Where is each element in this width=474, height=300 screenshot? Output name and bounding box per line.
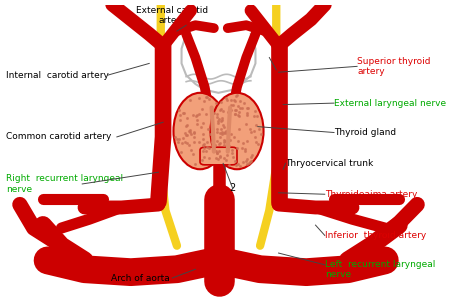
Text: 2: 2 (229, 183, 236, 194)
Ellipse shape (173, 93, 227, 169)
Text: Arch of aorta: Arch of aorta (110, 274, 169, 283)
Text: Thryocervical trunk: Thryocervical trunk (285, 159, 374, 168)
Text: Thyroid gland: Thyroid gland (334, 128, 396, 137)
Text: External carotid
artery: External carotid artery (136, 6, 209, 25)
Text: Superior thyroid
artery: Superior thyroid artery (357, 57, 430, 76)
Text: Inferior  thyroid artery: Inferior thyroid artery (325, 231, 426, 240)
Text: External laryngeal nerve: External laryngeal nerve (334, 99, 446, 108)
FancyBboxPatch shape (200, 147, 237, 165)
Text: Common carotid artery: Common carotid artery (6, 132, 111, 141)
Text: Thyroideaima artery: Thyroideaima artery (325, 190, 417, 199)
Text: Right  recurrent laryngeal
nerve: Right recurrent laryngeal nerve (6, 174, 123, 194)
Ellipse shape (210, 93, 264, 169)
Text: Internal  carotid artery: Internal carotid artery (6, 71, 109, 80)
Text: Left  recurrent laryngeal
nerve: Left recurrent laryngeal nerve (325, 260, 435, 279)
Text: 1: 1 (276, 66, 283, 76)
